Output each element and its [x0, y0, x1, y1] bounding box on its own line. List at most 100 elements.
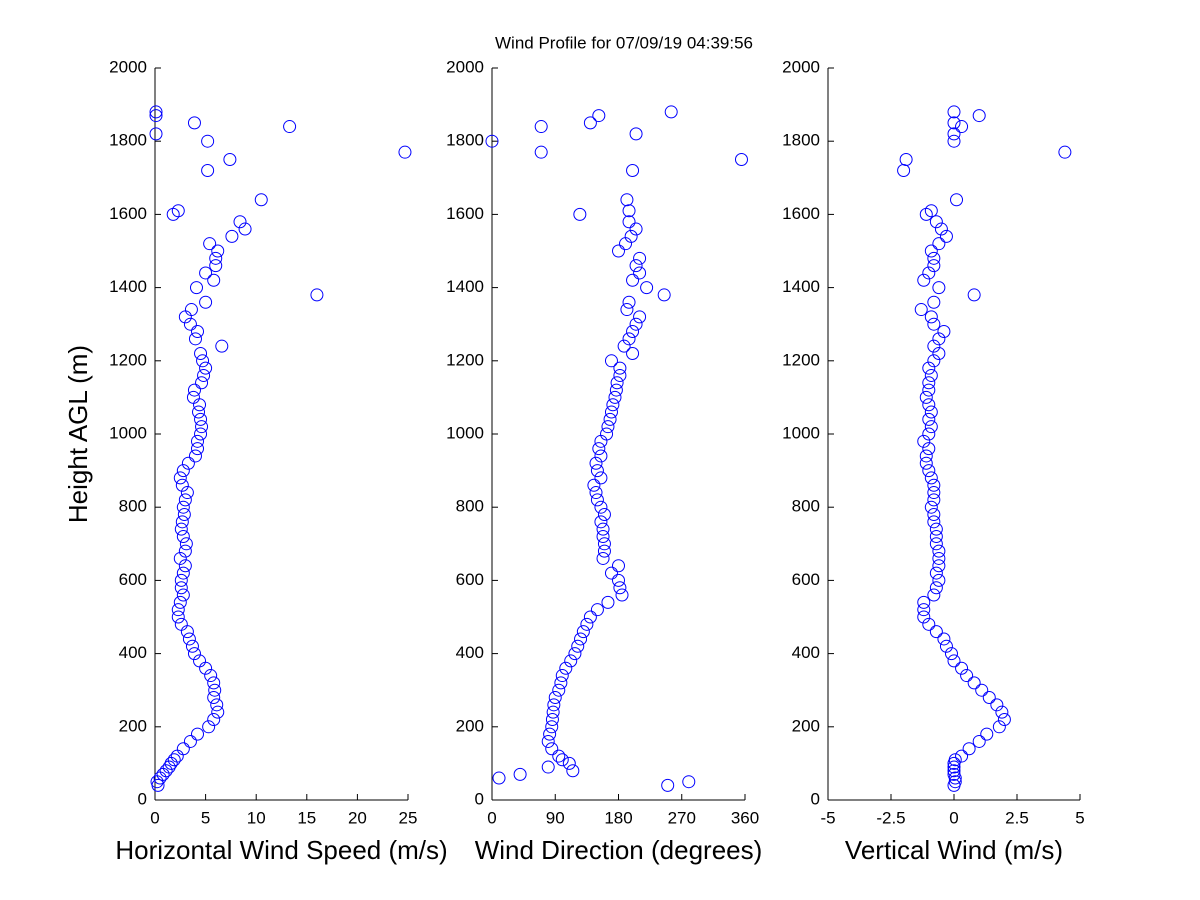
data-point — [944, 647, 958, 661]
data-point — [191, 727, 205, 741]
data-point — [947, 767, 961, 781]
data-point — [207, 676, 221, 690]
y-tick-label: 800 — [456, 497, 484, 516]
data-point — [149, 109, 163, 123]
data-point — [541, 734, 555, 748]
data-point — [932, 237, 946, 251]
data-point — [919, 456, 933, 470]
data-point — [929, 566, 943, 580]
y-tick-label: 400 — [119, 643, 147, 662]
data-point — [955, 749, 969, 763]
data-point — [929, 625, 943, 639]
data-point — [922, 398, 936, 412]
data-point — [594, 449, 608, 463]
data-point — [559, 661, 573, 675]
data-point — [600, 427, 614, 441]
data-point — [176, 588, 190, 602]
data-point — [601, 420, 615, 434]
y-tick-label: 1200 — [782, 350, 820, 369]
data-point — [176, 566, 190, 580]
data-point — [947, 134, 961, 148]
data-point — [594, 471, 608, 485]
data-point — [574, 632, 588, 646]
data-point — [183, 317, 197, 331]
y-tick-label: 400 — [456, 643, 484, 662]
data-point — [914, 303, 928, 317]
data-point — [576, 625, 590, 639]
data-point — [149, 127, 163, 141]
data-point — [927, 317, 941, 331]
data-point — [917, 603, 931, 617]
data-point — [629, 222, 643, 236]
data-point — [972, 734, 986, 748]
data-point — [932, 559, 946, 573]
data-point — [548, 691, 562, 705]
data-point — [613, 581, 627, 595]
data-point — [554, 676, 568, 690]
data-point — [191, 434, 205, 448]
data-point — [990, 698, 1004, 712]
data-point — [962, 742, 976, 756]
data-point — [947, 764, 961, 778]
data-point — [176, 742, 190, 756]
y-tick-label: 600 — [456, 570, 484, 589]
data-point — [932, 332, 946, 346]
data-point — [620, 193, 634, 207]
data-point — [927, 508, 941, 522]
y-axis-label: Height AGL (m) — [63, 345, 93, 523]
y-tick-label: 1000 — [782, 423, 820, 442]
data-point — [209, 259, 223, 273]
data-point — [610, 376, 624, 390]
data-point — [615, 588, 629, 602]
data-point — [583, 116, 597, 130]
data-point — [927, 259, 941, 273]
y-tick-label: 1800 — [109, 131, 147, 150]
data-point — [555, 669, 569, 683]
data-point — [622, 215, 636, 229]
data-point — [207, 691, 221, 705]
data-point — [932, 346, 946, 360]
data-point — [922, 617, 936, 631]
x-axis-label: Wind Direction (degrees) — [475, 835, 763, 865]
data-point — [927, 486, 941, 500]
data-point — [194, 346, 208, 360]
y-tick-label: 1600 — [446, 204, 484, 223]
data-point — [937, 632, 951, 646]
x-tick-label: 360 — [731, 808, 759, 827]
data-point — [924, 310, 938, 324]
data-point — [967, 288, 981, 302]
data-point — [919, 390, 933, 404]
x-tick-label: 2.5 — [1005, 808, 1029, 827]
y-tick-label: 2000 — [109, 57, 147, 76]
data-point — [545, 742, 559, 756]
data-point — [543, 727, 557, 741]
data-point — [552, 683, 566, 697]
data-point — [955, 120, 969, 134]
data-point — [596, 529, 610, 543]
data-point — [664, 105, 678, 119]
y-tick-label: 1800 — [782, 131, 820, 150]
x-tick-label: 180 — [604, 808, 632, 827]
data-point — [199, 295, 213, 309]
data-point — [184, 303, 198, 317]
data-point — [189, 281, 203, 295]
y-tick-label: 800 — [119, 497, 147, 516]
data-point — [594, 515, 608, 529]
data-point — [948, 775, 962, 789]
data-point — [609, 383, 623, 397]
data-point — [207, 712, 221, 726]
data-point — [922, 412, 936, 426]
data-point — [202, 720, 216, 734]
data-point — [927, 478, 941, 492]
data-point — [929, 581, 943, 595]
data-point — [947, 654, 961, 668]
data-point — [552, 749, 566, 763]
data-point — [604, 566, 618, 580]
data-point — [939, 229, 953, 243]
data-point — [193, 654, 207, 668]
data-point — [179, 537, 193, 551]
data-point — [175, 478, 189, 492]
data-point — [197, 368, 211, 382]
data-point — [564, 654, 578, 668]
data-point — [233, 215, 247, 229]
